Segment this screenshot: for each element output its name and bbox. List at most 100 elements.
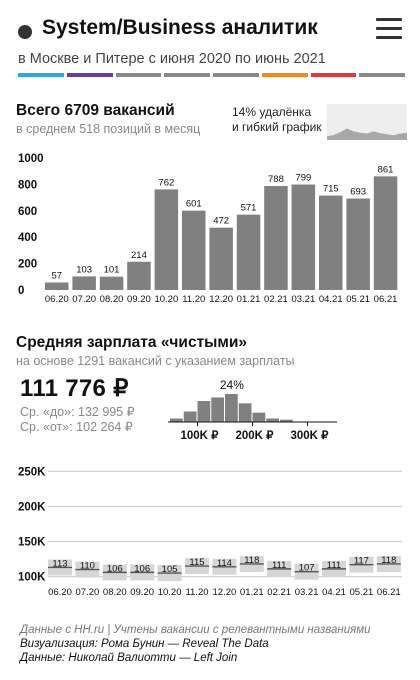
color-strip-segment <box>18 73 64 77</box>
y-tick-label: 0 <box>18 285 24 297</box>
color-strip-segment <box>164 73 210 77</box>
page-subtitle: в Москве и Питере с июня 2020 по июнь 20… <box>18 51 326 67</box>
bar <box>264 185 288 290</box>
histogram-bar <box>225 394 238 422</box>
color-strip-segment <box>261 73 308 77</box>
vacancies-bar-chart: 0 200 400 600 800 1000 57 06.20 103 07.20 101 08.20… <box>18 153 398 305</box>
x-tick-label: 08.20 <box>103 587 127 598</box>
y-tick-label: 600 <box>18 206 37 218</box>
salary-value: 111 776 ₽ <box>20 375 129 402</box>
histogram-tick-label: 200K ₽ <box>235 430 274 442</box>
bar-value-label: 57 <box>51 270 62 281</box>
x-tick-label: 03.21 <box>291 294 315 305</box>
salary-value-label: 105 <box>162 564 178 575</box>
bar <box>45 282 69 290</box>
remote-share-label: 14% удалёнка и гибкий график <box>232 105 332 135</box>
histogram-bar <box>183 411 197 422</box>
salary-value-label: 115 <box>189 557 204 568</box>
salary-value-label: 110 <box>80 561 95 572</box>
y-tick-label: 1000 <box>18 153 44 165</box>
salary-value-label: 118 <box>381 555 396 566</box>
bar-value-label: 693 <box>350 187 366 198</box>
x-tick-label: 12.20 <box>213 587 237 598</box>
bar-value-label: 861 <box>378 164 394 175</box>
x-tick-label: 06.20 <box>48 587 72 598</box>
x-tick-label: 04.21 <box>319 294 343 305</box>
bar <box>236 214 261 290</box>
page-title: System/Business аналитик <box>42 16 318 39</box>
x-tick-label: 06.21 <box>374 294 398 305</box>
salary-monthly-chart: 100K 150K 200K 250K 113 06.20 110 07.20 106 08.20… <box>18 466 402 598</box>
x-tick-label: 09.20 <box>130 587 154 598</box>
footer-viz-credit: Визуализация: Рома Бунин — Reveal The Da… <box>20 638 269 650</box>
bar <box>154 189 179 290</box>
y-tick-label: 200 <box>18 259 37 271</box>
x-tick-label: 06.21 <box>377 587 401 598</box>
salary-value-label: 113 <box>52 558 67 569</box>
histogram-bar <box>280 419 293 422</box>
bar-value-label: 103 <box>76 264 92 275</box>
salary-value-label: 118 <box>244 555 259 566</box>
hamburger-menu-icon[interactable] <box>376 18 402 40</box>
y-tick-label: 400 <box>18 232 37 244</box>
salary-value-label: 106 <box>134 563 150 574</box>
bar <box>319 195 343 290</box>
bar <box>127 261 151 290</box>
color-strip-segment <box>213 73 259 77</box>
salary-histogram: 24% 100K ₽ 200K ₽ 300K ₽ <box>168 378 337 442</box>
bar <box>373 176 398 290</box>
color-strip <box>18 73 405 77</box>
footer-data-credit: Данные: Николай Валиотти — Left Join <box>20 652 238 664</box>
header: System/Business аналитик <box>14 16 406 48</box>
x-tick-label: 11.20 <box>185 587 208 598</box>
color-strip-segment <box>66 73 113 77</box>
x-tick-label: 04.21 <box>322 587 346 598</box>
bar-value-label: 214 <box>131 250 147 261</box>
bar-value-label: 601 <box>186 199 202 210</box>
sparkline-area <box>327 128 407 140</box>
y-tick-label: 200K <box>18 501 46 513</box>
bar-value-label: 762 <box>158 177 174 188</box>
salary-value-label: 107 <box>299 563 315 574</box>
bar <box>291 184 316 290</box>
remote-line-1: 14% удалёнка <box>232 105 312 119</box>
remote-sparkline <box>327 104 407 140</box>
bar <box>346 198 370 290</box>
histogram-bar <box>197 401 211 422</box>
salary-value-label: 106 <box>107 563 123 574</box>
y-tick-label: 150K <box>18 537 46 549</box>
bar-value-label: 472 <box>213 216 229 227</box>
avg-before-value: Ср. «до»: 132 995 ₽ <box>20 405 135 419</box>
x-tick-label: 08.20 <box>100 294 124 305</box>
x-tick-label: 01.21 <box>240 587 264 598</box>
color-strip-segment <box>359 73 405 77</box>
bar-value-label: 715 <box>323 184 339 195</box>
footer-source: Данные с HH.ru | Учтены вакансии с релев… <box>20 624 371 636</box>
bar-value-label: 799 <box>295 173 311 184</box>
salary-value-label: 117 <box>354 556 369 567</box>
x-tick-label: 11.20 <box>182 294 205 305</box>
x-tick-label: 07.20 <box>76 587 100 598</box>
histogram-bar <box>252 412 266 422</box>
histogram-tick-label: 100K ₽ <box>180 430 219 442</box>
x-tick-label: 12.20 <box>209 294 233 305</box>
x-tick-label: 05.21 <box>346 294 370 305</box>
x-tick-label: 10.20 <box>158 587 182 598</box>
x-tick-label: 10.20 <box>154 294 178 305</box>
bar-value-label: 788 <box>268 174 284 185</box>
x-tick-label: 05.21 <box>350 587 374 598</box>
bar <box>72 276 96 290</box>
color-strip-segment <box>115 73 162 77</box>
salary-value-label: 111 <box>272 560 286 571</box>
vacancies-heading: Всего 6709 вакансий <box>16 102 175 119</box>
remote-line-2: и гибкий график <box>232 120 322 134</box>
x-tick-label: 02.21 <box>267 587 291 598</box>
histogram-bar <box>266 418 279 422</box>
histogram-bar <box>211 397 224 422</box>
y-tick-label: 800 <box>18 179 37 191</box>
salary-value-label: 111 <box>327 560 341 571</box>
bar-value-label: 571 <box>241 203 257 214</box>
histogram-tick-label: 300K ₽ <box>290 430 329 442</box>
x-tick-label: 02.21 <box>264 294 288 305</box>
x-tick-label: 01.21 <box>237 294 261 305</box>
